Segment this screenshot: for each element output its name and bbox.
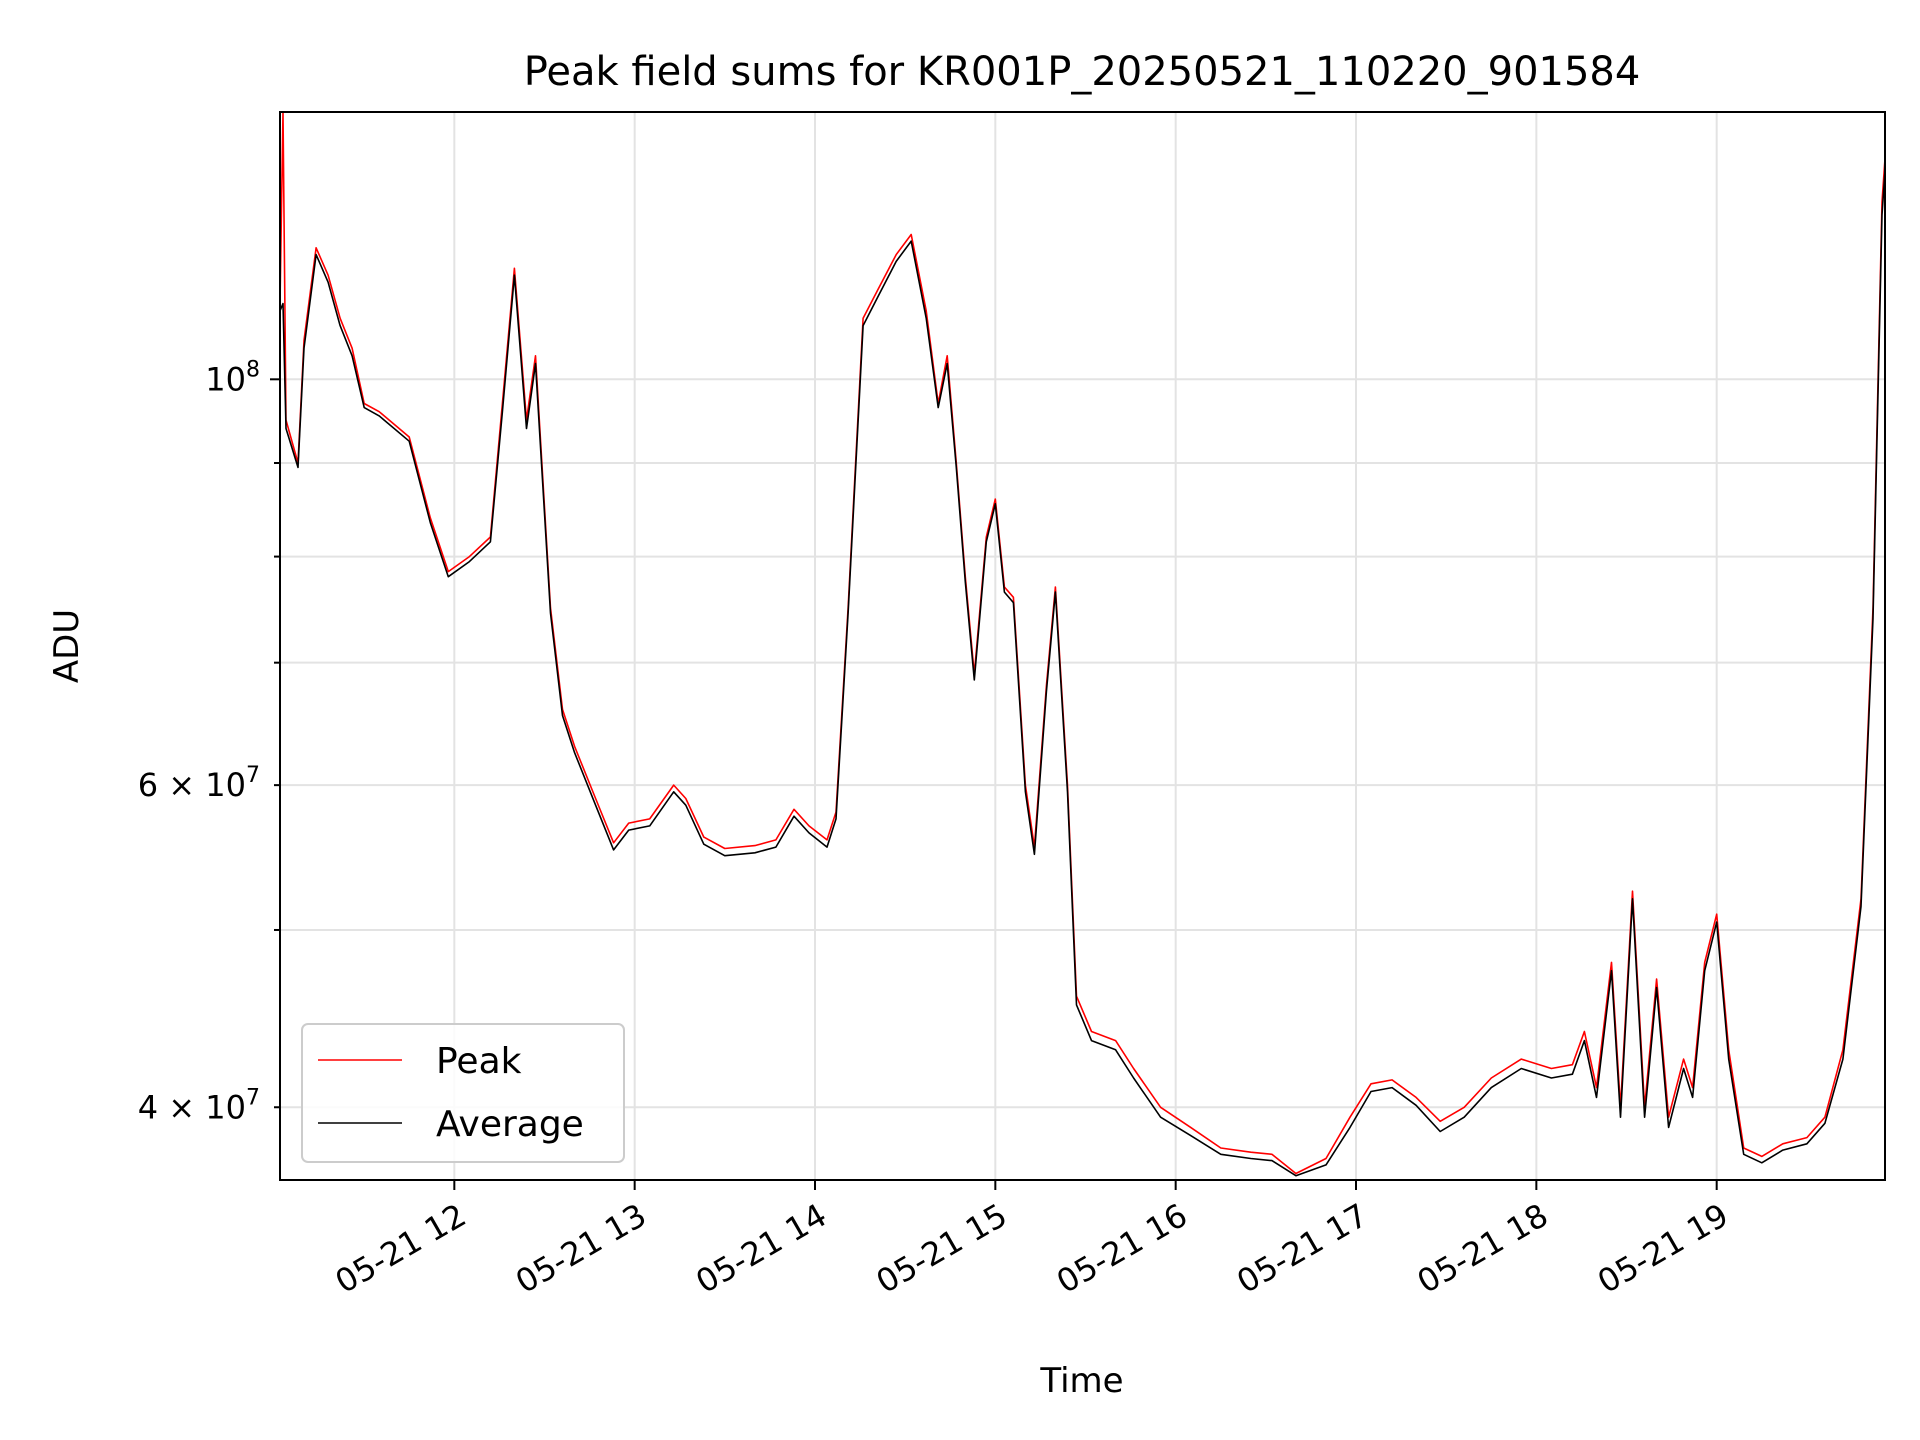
- legend-label-peak: Peak: [436, 1041, 522, 1082]
- series-line-average: [280, 170, 1885, 1177]
- y-axis-label: ADU: [47, 609, 87, 683]
- series-layer: [280, 112, 1885, 1177]
- y-tick-label: 108: [205, 357, 260, 398]
- legend: Peak Average: [301, 1023, 625, 1163]
- grid: [280, 112, 1885, 1180]
- legend-box: [301, 1023, 625, 1163]
- y-tick-label: 6 × 107: [138, 763, 260, 804]
- chart-title: Peak field sums for KR001P_20250521_1102…: [524, 49, 1641, 95]
- legend-label-average: Average: [436, 1104, 584, 1145]
- x-axis-label: Time: [1039, 1361, 1123, 1401]
- plot-area-frame: [279, 111, 1886, 1181]
- y-tick-label: 4 × 107: [138, 1085, 260, 1126]
- y-axis: 108 4 × 107 6 × 107: [138, 357, 280, 1126]
